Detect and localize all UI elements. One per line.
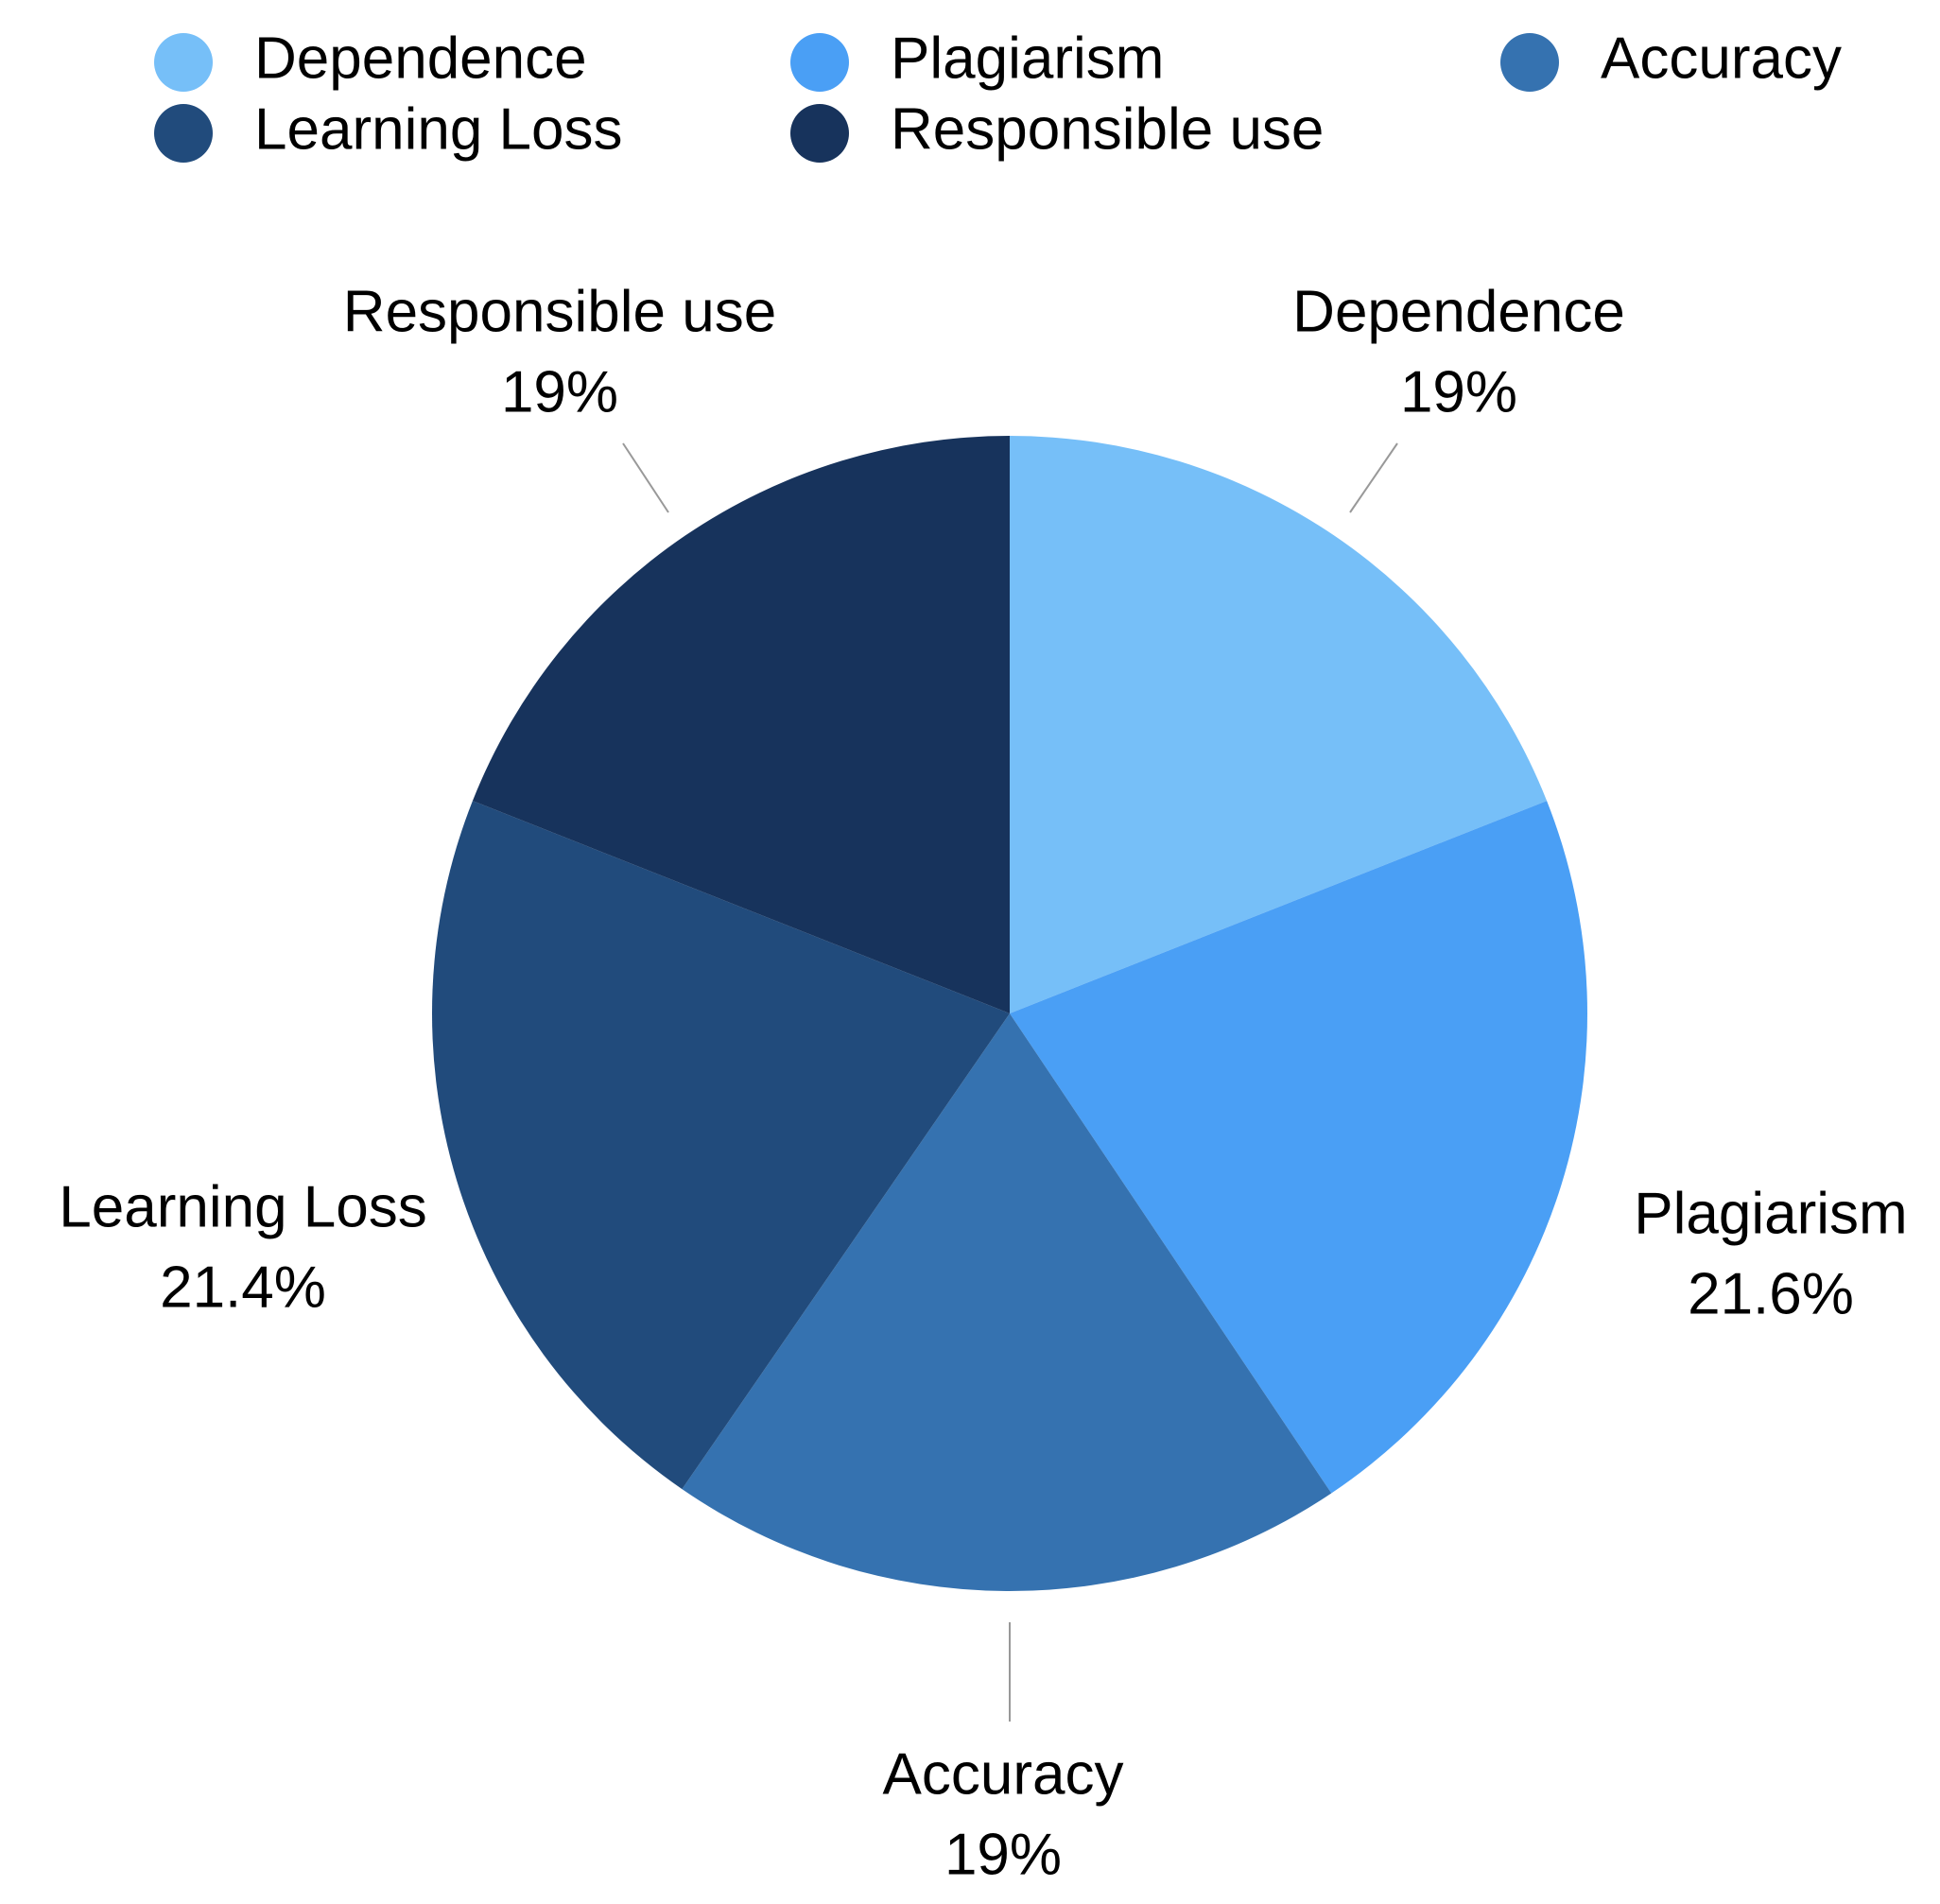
- legend-label: Plagiarism: [891, 26, 1164, 91]
- value-label: 19%: [1400, 359, 1517, 424]
- legend-marker: [790, 33, 849, 92]
- value-label: 19%: [944, 1822, 1062, 1887]
- pie-slice: [1010, 801, 1587, 1494]
- legend-label: Responsible use: [891, 96, 1324, 162]
- legend-marker: [790, 104, 849, 163]
- legend-label: Accuracy: [1601, 26, 1842, 91]
- legend-marker: [154, 33, 213, 92]
- pie-slice: [431, 801, 1010, 1490]
- slice-label: Learning Loss: [59, 1174, 427, 1239]
- slice-label: Responsible use: [343, 279, 776, 344]
- pie-slice: [1010, 436, 1548, 1013]
- slice-label: Accuracy: [883, 1741, 1124, 1807]
- legend-label: Dependence: [254, 26, 587, 91]
- legend-label: Learning Loss: [254, 96, 623, 162]
- slice-label: Plagiarism: [1634, 1181, 1907, 1246]
- slice-label: Dependence: [1292, 279, 1625, 344]
- pie-slice: [472, 436, 1010, 1013]
- leader-line: [622, 442, 669, 513]
- value-label: 19%: [501, 359, 618, 424]
- legend-marker: [154, 104, 213, 163]
- legend-marker: [1500, 33, 1559, 92]
- leader-line: [1349, 442, 1398, 513]
- value-label: 21.4%: [160, 1255, 326, 1320]
- value-label: 21.6%: [1688, 1261, 1854, 1326]
- pie-slice: [682, 1013, 1332, 1592]
